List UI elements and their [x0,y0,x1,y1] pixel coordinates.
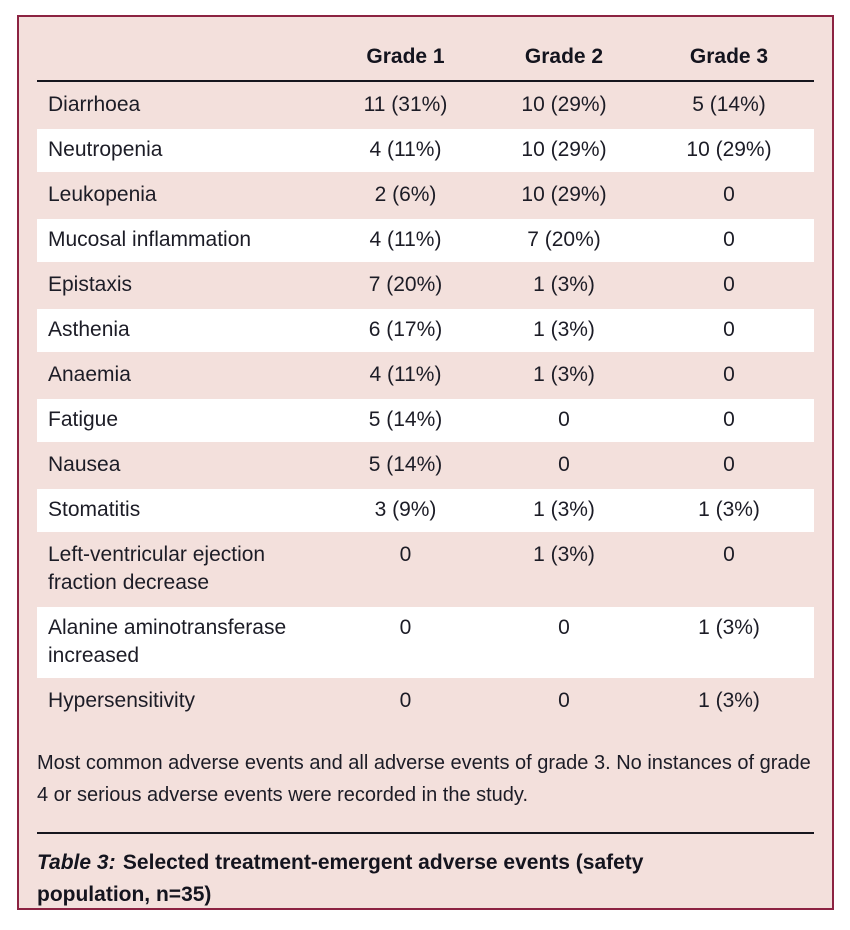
grade3-cell: 1 (3%) [698,498,760,521]
column-header-grade-3: Grade 3 [644,43,814,82]
grade1-cell: 11 (31%) [363,93,448,116]
event-name-cell: Mucosal inflammation [48,228,252,251]
grade2-cell: 1 (3%) [533,363,595,386]
grade2-cell: 10 (29%) [521,138,607,161]
grade3-cell: 0 [723,363,735,386]
table-caption-number: Table 3: [37,851,116,874]
grade2-cell: 1 (3%) [533,498,595,521]
grade1-cell: 5 (14%) [368,408,443,431]
grade1-cell: 0 [399,616,412,639]
grade1-cell: 0 [399,543,412,566]
caption-divider [37,832,814,834]
table-row: Epistaxis 7 (20%) 1 (3%) 0 [37,264,814,307]
table-row: Fatigue 5 (14%) 0 0 [37,399,814,442]
grade2-cell: 0 [558,408,570,431]
grade3-cell: 0 [723,228,735,251]
grade1-cell: 2 (6%) [374,183,437,206]
column-header-grade-2: Grade 2 [484,43,644,82]
event-name-cell: Hypersensitivity [48,689,196,712]
grade1-cell: 6 (17%) [368,318,443,341]
grade3-cell: 10 (29%) [686,138,772,161]
grade2-cell: 1 (3%) [533,318,595,341]
grade1-cell: 5 (14%) [368,453,443,476]
grade1-cell: 3 (9%) [374,498,437,521]
grade3-cell: 0 [723,183,735,206]
grade2-cell: 1 (3%) [533,273,595,296]
grade1-cell: 7 (20%) [368,273,443,296]
grade1-cell: 4 (11%) [369,363,442,386]
grade3-cell: 0 [723,453,735,476]
grade3-cell: 1 (3%) [698,689,760,712]
table-row: Anaemia 4 (11%) 1 (3%) 0 [37,354,814,397]
grade3-cell: 1 (3%) [698,616,760,639]
event-name-cell: Leukopenia [48,183,157,206]
grade3-cell: 0 [723,408,735,431]
event-name-cell: Left-ventricular ejection fraction decre… [48,543,266,594]
table-row: Mucosal inflammation 4 (11%) 7 (20%) 0 [37,219,814,262]
grade2-cell: 0 [558,453,570,476]
grade2-cell: 10 (29%) [521,183,607,206]
grade3-cell: 5 (14%) [692,93,766,116]
table-caption: Table 3: Selected treatment-emergent adve… [37,847,737,908]
table-row: Diarrhoea 11 (31%) 10 (29%) 5 (14%) [37,84,814,127]
table-footnote: Most common adverse events and all adver… [37,752,811,806]
event-name-cell: Nausea [48,453,121,476]
event-name-cell: Anaemia [48,363,131,386]
table-row: Nausea 5 (14%) 0 0 [37,444,814,487]
header-row: Grade 1 Grade 2 Grade 3 [37,43,814,82]
grade3-cell: 0 [723,318,735,341]
event-name-cell: Neutropenia [48,138,163,161]
column-header-grade-1: Grade 1 [327,43,484,82]
grade3-cell: 0 [723,543,735,566]
table-row: Alanine aminotransferase increased 0 0 1… [37,607,814,678]
grade1-cell: 4 (11%) [369,138,442,161]
table-row: Asthenia 6 (17%) 1 (3%) 0 [37,309,814,352]
event-name-cell: Fatigue [48,408,119,431]
adverse-events-table: Grade 1 Grade 2 Grade 3 Diarrhoea 11 (31… [37,41,814,725]
grade2-cell: 0 [558,616,570,639]
grade1-cell: 4 (11%) [369,228,442,251]
event-name-cell: Asthenia [48,318,130,341]
event-name-cell: Diarrhoea [48,93,141,116]
grade2-cell: 1 (3%) [533,543,595,566]
event-name-cell: Stomatitis [48,498,141,521]
event-name-cell: Epistaxis [48,273,133,296]
grade1-cell: 0 [399,689,412,712]
grade2-cell: 7 (20%) [527,228,601,251]
table-panel: Grade 1 Grade 2 Grade 3 Diarrhoea 11 (31… [17,15,834,910]
table-caption-text: Selected treatment-emergent adverse even… [37,851,644,906]
column-header-empty [37,43,327,82]
table-row: Hypersensitivity 0 0 1 (3%) [37,680,814,723]
grade2-cell: 10 (29%) [521,93,607,116]
table-row: Left-ventricular ejection fraction decre… [37,534,814,605]
table-row: Leukopenia 2 (6%) 10 (29%) 0 [37,174,814,217]
event-name-cell: Alanine aminotransferase increased [48,616,287,667]
grade2-cell: 0 [558,689,570,712]
grade3-cell: 0 [723,273,735,296]
table-row: Stomatitis 3 (9%) 1 (3%) 1 (3%) [37,489,814,532]
table-row: Neutropenia 4 (11%) 10 (29%) 10 (29%) [37,129,814,172]
